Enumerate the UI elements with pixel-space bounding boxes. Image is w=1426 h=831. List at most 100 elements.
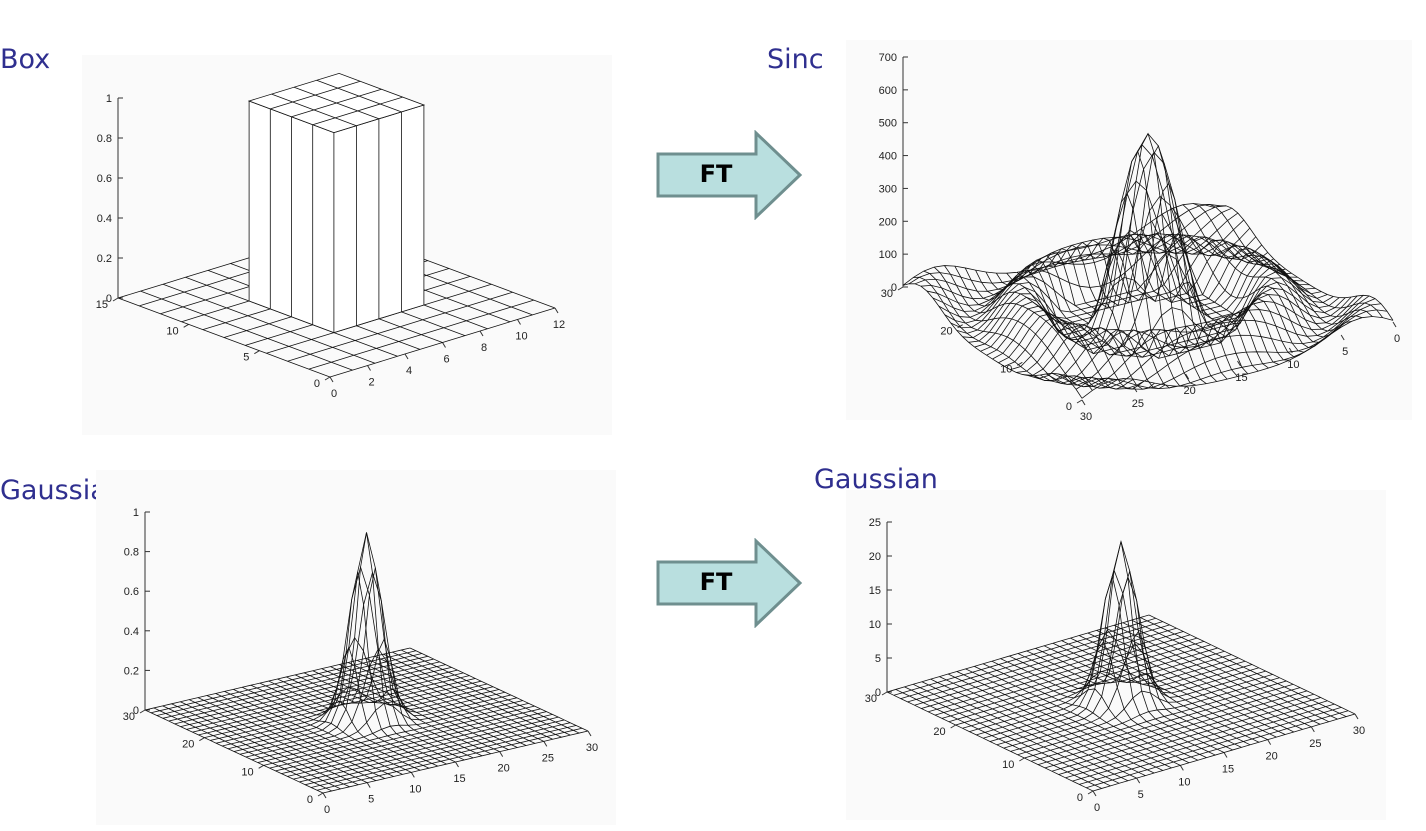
x-tick-mark — [1179, 765, 1184, 771]
mesh-line — [268, 571, 447, 765]
mesh-line — [215, 693, 394, 777]
x-tick-label: 4 — [406, 365, 412, 377]
y-tick-label: 0 — [307, 794, 313, 806]
z-tick-label: 0.8 — [124, 547, 139, 559]
mesh-line — [902, 283, 1083, 399]
y-tick-mark — [139, 709, 146, 714]
mesh-line — [321, 668, 500, 753]
mesh-line — [1009, 574, 1216, 756]
mesh-line — [895, 689, 1102, 789]
x-tick-mark — [322, 792, 327, 799]
y-tick-label: 0 — [314, 378, 320, 390]
x-tick-label: 5 — [1138, 789, 1144, 801]
x-tick-mark — [1267, 739, 1272, 745]
mesh-line — [1078, 635, 1286, 735]
z-tick-label: 600 — [879, 85, 897, 97]
mesh-line — [1096, 630, 1303, 730]
mesh-line — [197, 697, 377, 781]
x-tick-mark — [442, 342, 446, 348]
surface-mesh — [886, 539, 1356, 792]
x-tick-label: 0 — [1094, 802, 1100, 814]
mesh-line — [1000, 640, 1207, 758]
mesh-line — [944, 265, 1124, 389]
x-tick-mark — [587, 730, 592, 737]
z-tick-label: 0 — [875, 687, 881, 699]
mesh-line — [1120, 233, 1300, 358]
mesh-line — [1044, 645, 1251, 746]
mesh-line — [312, 670, 492, 755]
mesh-line — [1148, 614, 1356, 715]
box-label: Box — [0, 44, 51, 75]
y-tick-label: 30 — [123, 711, 135, 723]
mesh-line — [991, 660, 1198, 761]
x-tick-mark — [1081, 399, 1086, 406]
x-tick-mark — [1340, 334, 1345, 341]
mesh-line — [365, 657, 545, 742]
y-tick-label: 30 — [865, 693, 877, 705]
x-tick-label: 25 — [1132, 398, 1144, 410]
box-edge — [316, 79, 402, 113]
z-tick-label: 5 — [875, 653, 881, 665]
x-tick-label: 20 — [1266, 751, 1278, 763]
mesh-line — [383, 653, 562, 738]
x-tick-label: 12 — [553, 319, 565, 331]
mesh-line — [1099, 234, 1280, 365]
mesh-line — [1193, 203, 1373, 318]
x-tick-mark — [499, 751, 504, 757]
mesh-line — [1052, 642, 1260, 743]
mesh-line — [923, 270, 1103, 385]
y-tick-mark — [881, 691, 888, 696]
surface-mesh — [144, 532, 589, 794]
box-edge — [270, 80, 361, 110]
x-tick-mark — [1354, 713, 1359, 720]
mesh-line — [347, 662, 527, 746]
x-tick-mark — [329, 376, 334, 383]
mesh-line — [188, 699, 368, 784]
mesh-line — [913, 683, 1120, 784]
mesh-line — [1048, 150, 1228, 380]
z-tick-label: 700 — [879, 52, 897, 64]
mesh-line — [1027, 248, 1207, 384]
mesh-line — [930, 678, 1137, 779]
x-tick-label: 2 — [368, 377, 374, 389]
x-tick-label: 5 — [368, 794, 374, 806]
mesh-line — [294, 637, 474, 759]
mesh-line — [1182, 204, 1363, 325]
mesh-line — [1105, 627, 1312, 728]
x-tick-mark — [554, 307, 559, 314]
x-tick-label: 10 — [1287, 359, 1299, 371]
y-tick-label: 10 — [1000, 363, 1012, 375]
y-tick-label: 5 — [243, 352, 249, 364]
mesh-line — [913, 276, 1093, 391]
mesh-line — [1131, 619, 1338, 720]
mesh-line — [964, 267, 1145, 390]
x-tick-label: 10 — [515, 331, 527, 343]
z-tick-label: 0.4 — [97, 213, 112, 225]
mesh-line — [250, 684, 430, 769]
mesh-line — [939, 676, 1146, 776]
arrow-right-icon — [656, 538, 803, 628]
y-tick-mark — [1076, 399, 1083, 404]
mesh-line — [1110, 233, 1290, 361]
mesh-line — [985, 270, 1166, 390]
y-tick-mark — [183, 323, 189, 328]
z-tick-label: 0 — [133, 705, 139, 717]
mesh-line — [233, 688, 412, 773]
z-tick-label: 20 — [869, 551, 881, 563]
x-tick-label: 15 — [453, 773, 465, 785]
x-tick-label: 30 — [586, 742, 598, 754]
x-tick-label: 25 — [542, 752, 554, 764]
panel-bg-gauss-right — [846, 490, 1386, 820]
y-tick-label: 30 — [881, 288, 893, 300]
mesh-line — [975, 269, 1155, 390]
mesh-line — [1079, 182, 1259, 372]
mesh-line — [933, 266, 1114, 388]
y-tick-mark — [254, 350, 260, 355]
mesh-line — [1016, 255, 1197, 386]
mesh-line — [921, 681, 1129, 782]
mesh-line — [982, 663, 1190, 764]
z-tick-label: 0.4 — [124, 626, 139, 638]
mesh-line — [1061, 640, 1268, 741]
mesh-line — [1172, 208, 1352, 332]
